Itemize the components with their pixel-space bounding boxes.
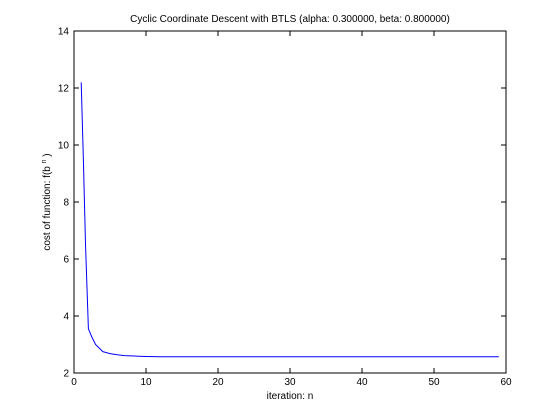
y-tick-label: 6 [63,255,69,266]
series-line [80,82,499,358]
y-tick-label: 4 [63,312,69,323]
x-axis: 0 10 20 30 40 50 60 [71,31,512,388]
x-tick-label: 0 [71,377,77,388]
y-axis: 2 4 6 8 10 12 14 [58,27,506,380]
series-group [80,82,499,358]
y-axis-label: cost of function: f(b n ) [38,153,53,250]
y-tick-label: 14 [58,27,70,38]
y-axis-label-main: cost of function: f(b [42,166,53,251]
x-axis-label: iteration: n [267,391,314,402]
chart-title: Cyclic Coordinate Descent with BTLS (alp… [130,14,450,25]
y-tick-label: 10 [58,141,70,152]
x-tick-label: 30 [284,377,296,388]
x-tick-label: 60 [500,377,512,388]
y-tick-label: 12 [58,84,70,95]
y-tick-label: 2 [63,369,69,380]
x-tick-label: 10 [140,377,152,388]
plot-area [73,30,507,374]
y-axis-label-superscript: n [41,159,48,163]
x-tick-label: 20 [212,377,224,388]
x-tick-label: 40 [356,377,368,388]
y-axis-label-suffix: ) [42,153,53,156]
y-tick-label: 8 [63,198,69,209]
x-tick-label: 50 [428,377,440,388]
